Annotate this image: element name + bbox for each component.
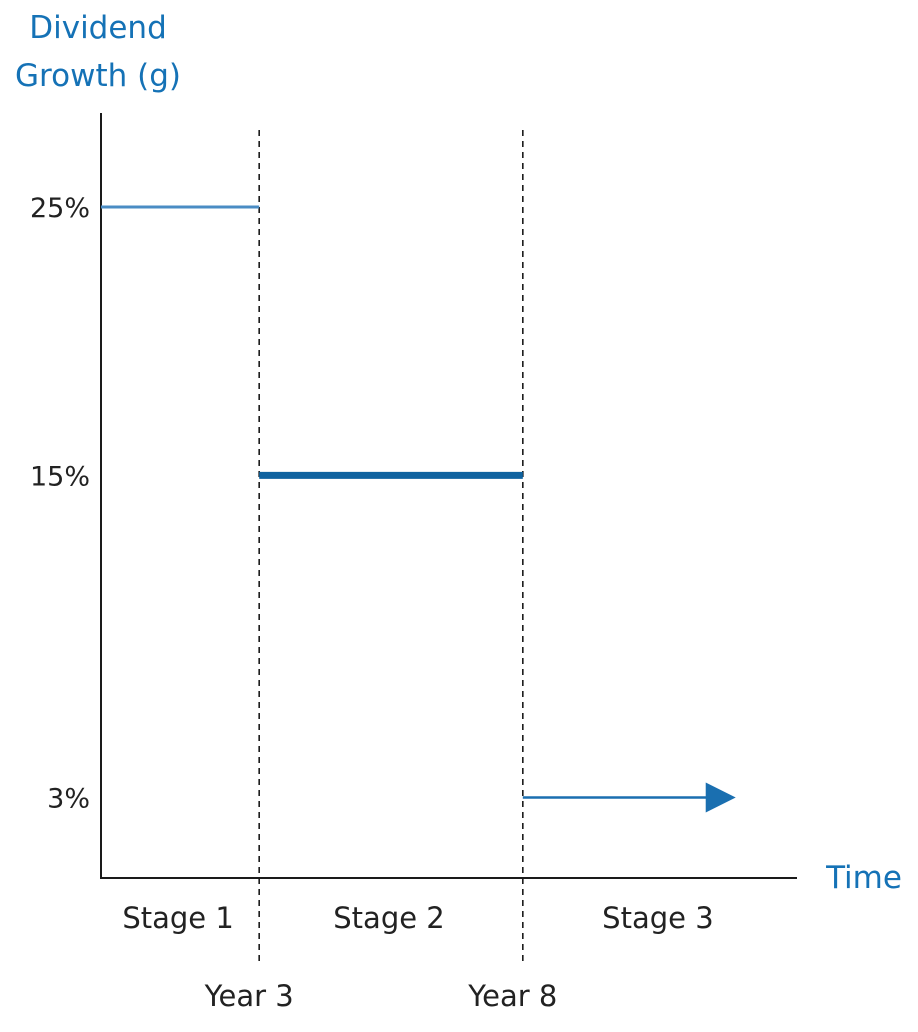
y-tick-label: 25% [30,193,90,224]
x-axis-title: Time [825,860,902,896]
stage-label: Stage 1 [122,901,233,935]
year-label: Year 3 [204,979,294,1013]
y-axis-title-line-1: Dividend [29,10,167,46]
y-tick-label: 3% [47,783,90,814]
year-label: Year 8 [467,979,557,1013]
growth-segments [101,205,736,813]
arrow-head [705,782,736,813]
stage-label: Stage 2 [333,901,444,935]
stage-label: Stage 3 [602,901,713,935]
stage-labels: Stage 1 Stage 2 Stage 3 [122,901,713,935]
year-labels: Year 3 Year 8 [204,979,558,1013]
stage-dividers [258,130,524,962]
y-tick-labels: 25% 15% 3% [30,193,90,815]
y-axis-title-line-2: Growth (g) [15,58,181,94]
y-tick-label: 15% [30,461,90,492]
